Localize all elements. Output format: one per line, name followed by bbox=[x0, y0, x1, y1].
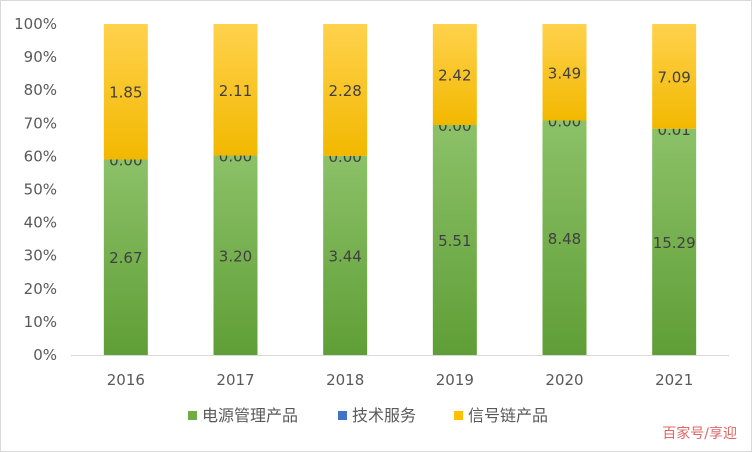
legend-label: 信号链产品 bbox=[468, 406, 548, 425]
data-label: 3.44 bbox=[328, 247, 361, 265]
legend-swatch bbox=[188, 411, 197, 420]
data-label: 2.67 bbox=[109, 249, 142, 267]
data-label: 2.42 bbox=[438, 67, 471, 85]
x-tick-label: 2018 bbox=[326, 371, 364, 389]
data-label: 2.28 bbox=[328, 82, 361, 100]
y-tick-label: 70% bbox=[24, 114, 57, 132]
y-tick-label: 90% bbox=[24, 48, 57, 66]
bar-segment-2 bbox=[432, 24, 477, 126]
watermark: 百家号/享迎 bbox=[662, 426, 737, 442]
y-tick-label: 0% bbox=[33, 346, 57, 364]
data-label: 7.09 bbox=[657, 68, 690, 86]
data-label: 3.49 bbox=[548, 64, 581, 82]
y-tick-label: 50% bbox=[24, 181, 57, 199]
x-tick-label: 2016 bbox=[107, 371, 145, 389]
data-label: 3.20 bbox=[219, 247, 252, 265]
y-tick-label: 80% bbox=[24, 81, 57, 99]
legend-swatch bbox=[338, 411, 347, 420]
bar-segment-0 bbox=[213, 155, 258, 355]
data-label: 5.51 bbox=[438, 232, 471, 250]
bar-segment-0 bbox=[103, 159, 148, 355]
legend-label: 技术服务 bbox=[352, 406, 416, 425]
bar-segment-0 bbox=[432, 125, 477, 355]
bar-segment-2 bbox=[103, 24, 148, 160]
y-tick-label: 40% bbox=[24, 214, 57, 232]
legend-swatch bbox=[454, 411, 463, 420]
data-label: 2.11 bbox=[219, 82, 252, 100]
x-tick-label: 2021 bbox=[655, 371, 693, 389]
bar-segment-2 bbox=[652, 24, 697, 129]
y-tick-label: 20% bbox=[24, 280, 57, 298]
bar-segment-2 bbox=[542, 24, 587, 121]
bar-segment-0 bbox=[542, 120, 587, 355]
y-tick-label: 10% bbox=[24, 313, 57, 331]
bar-segment-2 bbox=[213, 24, 258, 156]
x-tick-label: 2019 bbox=[436, 371, 474, 389]
y-tick-label: 100% bbox=[14, 15, 57, 33]
y-tick-label: 30% bbox=[24, 247, 57, 265]
x-tick-label: 2017 bbox=[216, 371, 254, 389]
data-label: 15.29 bbox=[653, 234, 696, 252]
bar-segment-0 bbox=[652, 128, 697, 355]
x-tick-label: 2020 bbox=[545, 371, 583, 389]
bar-segment-2 bbox=[323, 24, 368, 156]
data-label: 8.48 bbox=[548, 230, 581, 248]
data-label: 1.85 bbox=[109, 84, 142, 102]
bar-segment-0 bbox=[323, 155, 368, 355]
y-tick-label: 60% bbox=[24, 147, 57, 165]
legend-label: 电源管理产品 bbox=[202, 406, 298, 425]
